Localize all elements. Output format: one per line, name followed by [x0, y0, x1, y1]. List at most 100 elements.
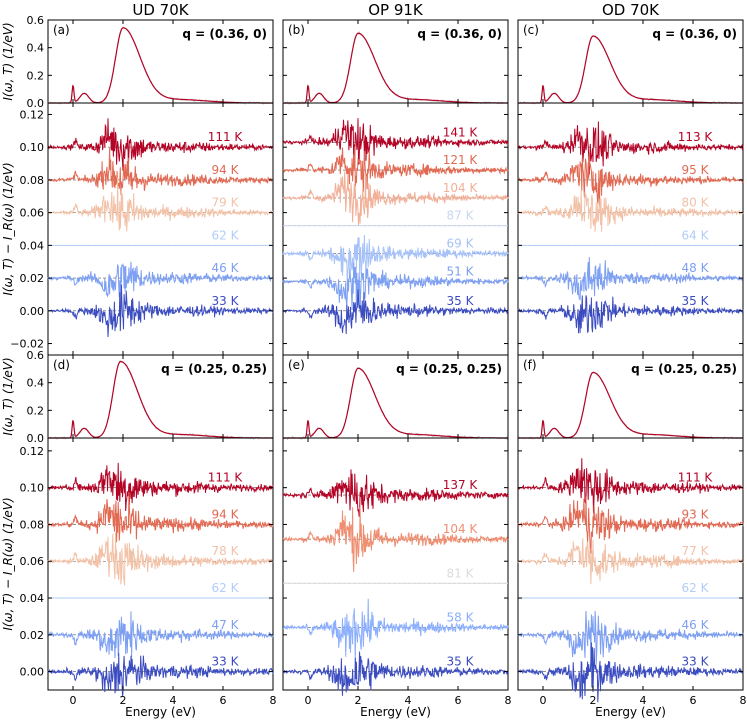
- temperature-label: 79 K: [212, 196, 240, 210]
- panel-frame: [47, 437, 274, 691]
- q-vector-label: q = (0.25, 0.25): [161, 362, 267, 376]
- spectrum-noise: [517, 371, 744, 440]
- panel-letter: (b): [288, 23, 305, 37]
- temperature-label: 111 K: [678, 471, 714, 485]
- x-tick-label: 0: [305, 694, 312, 707]
- temperature-label: 62 K: [212, 228, 240, 242]
- difference-series: [283, 118, 509, 165]
- x-axis-label: Energy (eV): [125, 705, 196, 719]
- spectrum-line: [518, 35, 743, 104]
- temperature-label: 62 K: [682, 581, 710, 595]
- temperature-label: 69 K: [447, 237, 475, 251]
- y-tick-label: 0.6: [27, 349, 45, 362]
- spectrum-line: [518, 371, 743, 439]
- x-tick-label: 4: [170, 694, 177, 707]
- q-vector-label: q = (0.36, 0): [182, 27, 267, 41]
- y-tick-label: 0.02: [20, 629, 45, 642]
- top-y-axis-label: I(ω, T) (1/eV): [1, 357, 15, 435]
- x-tick-label: 6: [455, 694, 462, 707]
- temperature-label: 104 K: [443, 522, 479, 536]
- top-panel: (f) q = (0.25, 0.25): [517, 354, 744, 440]
- difference-y-axis-label: I(ω, T) − I_R(ω) (1/eV): [1, 162, 15, 295]
- x-tick-label: 2: [355, 694, 362, 707]
- y-tick-label: 0.00: [20, 666, 45, 679]
- temperature-label: 95 K: [682, 163, 710, 177]
- temperature-label: 111 K: [208, 471, 244, 485]
- y-tick-label: 0.02: [20, 272, 45, 285]
- temperature-label: 94 K: [212, 507, 240, 521]
- difference-series: [282, 469, 509, 517]
- difference-series: [282, 234, 509, 287]
- temperature-label: 46 K: [682, 618, 710, 632]
- temperature-label: 35 K: [682, 294, 710, 308]
- column-title: OP 91K: [368, 1, 424, 19]
- temperature-label: 80 K: [682, 196, 710, 210]
- panel-letter: (a): [53, 23, 70, 37]
- y-tick-label: 0.2: [27, 404, 45, 417]
- difference-panel: 113 K 95 K 80 K 64 K 48 K 35 K: [517, 102, 744, 356]
- difference-series: [47, 148, 274, 196]
- y-tick-label: 0.2: [27, 69, 45, 82]
- spectrum-noise: [517, 34, 744, 105]
- temperature-label: 35 K: [447, 655, 475, 669]
- difference-y-axis-label: I(ω, T) − I_R(ω) (1/eV): [1, 497, 15, 630]
- y-tick-label: 0.4: [27, 377, 45, 390]
- temperature-label: 94 K: [212, 163, 240, 177]
- temperature-label: 33 K: [212, 655, 240, 669]
- y-tick-label: 0.00: [20, 305, 45, 318]
- x-axis-label: Energy (eV): [360, 705, 431, 719]
- difference-series: [517, 121, 744, 175]
- difference-series: [283, 289, 509, 335]
- temperature-label: 58 K: [447, 610, 475, 624]
- difference-series: [517, 642, 744, 703]
- temperature-label: 47 K: [212, 618, 240, 632]
- difference-series: [517, 458, 744, 514]
- temperature-label: 33 K: [212, 294, 240, 308]
- difference-panel: 111 K 94 K 79 K 62 K 46 K 33 K −0.02 0.00 0.02 0.…: [10, 102, 274, 356]
- difference-series: [517, 496, 744, 554]
- top-panel: (e) q = (0.25, 0.25): [282, 354, 509, 441]
- difference-series: [517, 610, 744, 665]
- x-tick-label: 0: [540, 694, 547, 707]
- difference-series: [282, 146, 509, 192]
- temperature-label: 141 K: [443, 125, 479, 139]
- difference-panel: 111 K 94 K 78 K 62 K 47 K 33 K 0.00 0.02 0.04 0.0…: [20, 437, 277, 707]
- temperature-label: 51 K: [447, 264, 475, 278]
- y-tick-label: 0.08: [20, 518, 45, 531]
- x-tick-label: 4: [405, 694, 412, 707]
- column-title: OD 70K: [602, 1, 660, 19]
- difference-series: [47, 652, 274, 697]
- temperature-label: 64 K: [682, 228, 710, 242]
- y-tick-label: 0.10: [20, 141, 45, 154]
- y-tick-label: 0.04: [20, 592, 45, 605]
- difference-series: [47, 118, 274, 172]
- difference-panel: 141 K 121 K 104 K 87 K 69 K 51 K 35 K: [282, 102, 509, 356]
- temperature-label: 78 K: [212, 544, 240, 558]
- difference-series: [47, 532, 274, 586]
- difference-series: [517, 538, 744, 585]
- temperature-label: 137 K: [443, 478, 479, 492]
- q-vector-label: q = (0.36, 0): [652, 27, 737, 41]
- x-tick-label: 8: [270, 694, 277, 707]
- difference-series: [282, 507, 509, 573]
- difference-series: [517, 154, 744, 206]
- x-tick-label: 6: [690, 694, 697, 707]
- y-tick-label: 0.04: [20, 239, 45, 252]
- spectrum-noise: [282, 367, 509, 441]
- q-vector-label: q = (0.25, 0.25): [396, 362, 502, 376]
- panel-frame: [517, 437, 744, 691]
- y-tick-label: 0.06: [20, 207, 45, 220]
- temperature-label: 62 K: [212, 581, 240, 595]
- y-tick-label: 0.10: [20, 482, 45, 495]
- difference-series: [517, 190, 744, 233]
- y-tick-label: 0.6: [27, 14, 45, 27]
- temperature-label: 121 K: [443, 153, 479, 167]
- difference-series: [282, 598, 509, 663]
- temperature-label: 77 K: [682, 544, 710, 558]
- top-panel: (d) q = (0.25, 0.25) 0.0 0.2 0.4 0.6: [27, 349, 274, 445]
- difference-series: [517, 257, 744, 301]
- x-tick-label: 4: [640, 694, 647, 707]
- difference-series: [282, 262, 509, 313]
- x-tick-label: 8: [740, 694, 747, 707]
